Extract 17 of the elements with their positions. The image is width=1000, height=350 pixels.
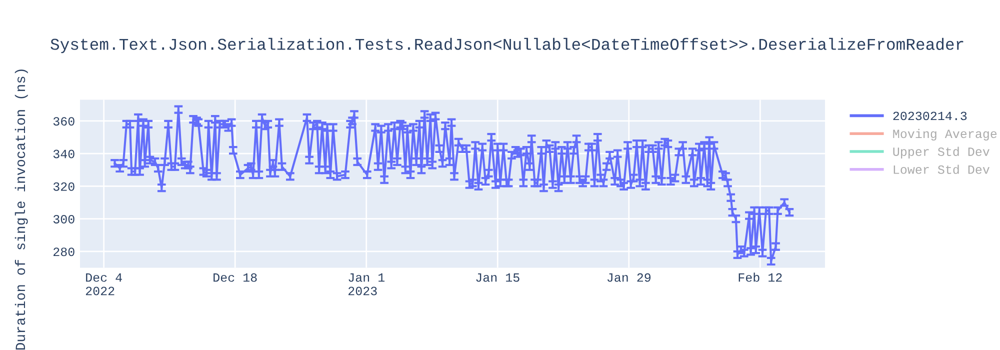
chart-title: System.Text.Json.Serialization.Tests.ReadJson<Nullable<DateTimeOffset>>.DeserializeFromReader — [50, 38, 964, 54]
x-tick-label: Jan 1 2023 — [348, 273, 385, 296]
legend-label: 20230214.3 — [893, 112, 967, 120]
x-tick-label: Dec 4 2022 — [86, 273, 122, 296]
y-tick-label: 360 — [53, 117, 74, 126]
legend-label: Moving Average — [893, 128, 997, 141]
legend-label: Upper Std Dev — [893, 146, 990, 158]
legend-label: Lower Std Dev — [894, 164, 990, 174]
y-tick-label: 280 — [54, 248, 74, 256]
y-tick-label: 300 — [53, 214, 74, 224]
x-tick-label: Jan 15 — [476, 273, 520, 282]
y-tick-label: 320 — [53, 182, 74, 191]
y-axis-title: Duration of single invocation (ns) — [14, 70, 28, 350]
x-tick-label: Jan 29 — [607, 273, 651, 282]
y-tick-label: 340 — [53, 150, 74, 158]
x-tick-label: Dec 18 — [214, 273, 257, 282]
x-tick-label: Feb 12 — [738, 272, 782, 282]
